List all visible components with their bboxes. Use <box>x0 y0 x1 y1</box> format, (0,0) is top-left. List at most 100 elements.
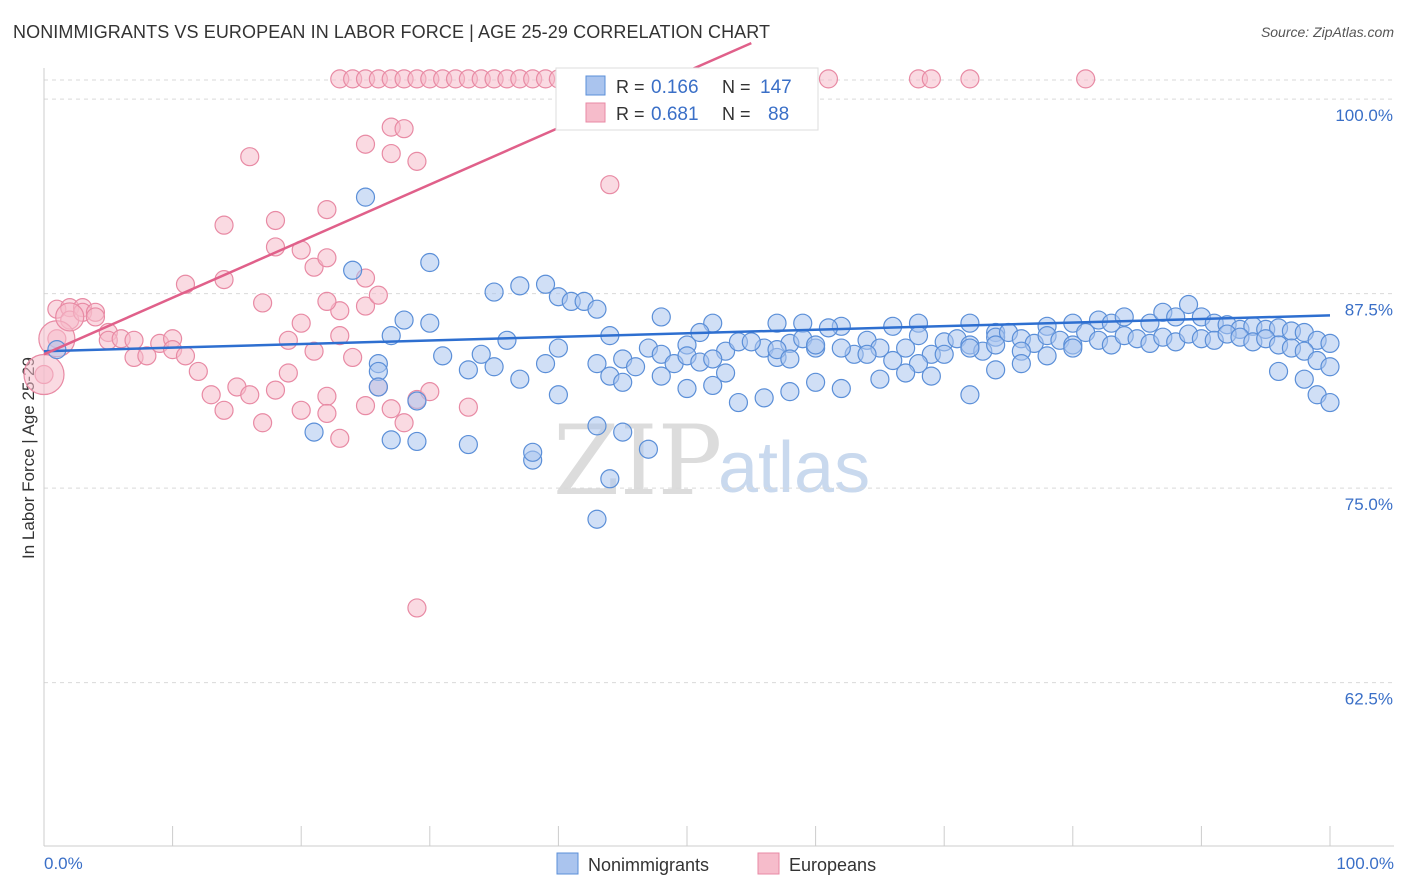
europeans-point <box>253 413 273 433</box>
y-tick-label: 87.5% <box>1345 301 1393 320</box>
y-axis-title: In Labor Force | Age 25-29 <box>19 357 38 559</box>
europeans-point <box>201 385 221 405</box>
nonimmigrants-point <box>535 274 556 294</box>
nonimmigrants-point <box>510 276 530 296</box>
nonimmigrants-point <box>1320 333 1340 354</box>
nonimmigrants-point <box>767 313 787 333</box>
nonimmigrants-point <box>896 363 916 383</box>
nonimmigrants-point <box>805 372 826 392</box>
x-tick-label-min: 0.0% <box>44 854 83 873</box>
europeans-point <box>304 341 324 361</box>
bottom-legend-label-nonimmigrants: Nonimmigrants <box>588 855 709 875</box>
x-ticks <box>172 826 1331 846</box>
nonimmigrants-points <box>47 187 1340 529</box>
nonimmigrants-point <box>458 360 478 380</box>
nonimmigrants-point <box>703 349 723 369</box>
nonimmigrants-point <box>1320 392 1340 413</box>
nonimmigrants-point <box>728 392 749 413</box>
europeans-point <box>317 386 337 406</box>
nonimmigrants-point <box>986 360 1006 380</box>
europeans-point <box>240 385 260 405</box>
nonimmigrants-point <box>484 357 504 377</box>
europeans-point <box>1076 69 1096 89</box>
europeans-point <box>330 326 350 346</box>
nonimmigrants-point <box>1294 369 1314 389</box>
nonimmigrants-point <box>780 349 800 369</box>
europeans-point <box>124 330 144 350</box>
nonimmigrants-point <box>638 439 659 459</box>
europeans-point <box>278 330 298 350</box>
nonimmigrants-point <box>433 346 453 366</box>
nonimmigrants-point <box>548 338 569 358</box>
nonimmigrants-point <box>651 307 671 327</box>
europeans-point <box>394 413 414 433</box>
nonimmigrants-point <box>831 338 851 358</box>
nonimmigrants-point <box>780 382 800 402</box>
nonimmigrants-point <box>420 252 440 273</box>
nonimmigrants-point <box>896 338 916 358</box>
nonimmigrants-point <box>381 430 401 450</box>
europeans-point <box>253 293 273 313</box>
source-label: Source: ZipAtlas.com <box>1260 24 1394 40</box>
europeans-point <box>355 134 376 154</box>
legend-n-value-1: 147 <box>760 77 792 98</box>
legend-n-label-2: N = <box>722 104 751 124</box>
bottom-legend-label-europeans: Europeans <box>789 855 876 875</box>
europeans-point <box>317 291 337 311</box>
nonimmigrants-point <box>484 282 504 302</box>
nonimmigrants-point <box>651 366 671 386</box>
bottom-legend-swatch-nonimmigrants <box>556 852 579 875</box>
nonimmigrants-point <box>715 363 736 383</box>
y-tick-label: 100.0% <box>1335 106 1393 125</box>
nonimmigrants-point <box>343 260 363 280</box>
legend-swatch-nonimmigrants <box>585 75 606 96</box>
nonimmigrants-point <box>908 326 929 346</box>
nonimmigrants-point <box>368 377 388 397</box>
nonimmigrants-point <box>1166 307 1186 327</box>
nonimmigrants-point <box>1063 338 1083 358</box>
nonimmigrants-point <box>613 372 633 392</box>
nonimmigrants-point <box>497 330 517 350</box>
nonimmigrants-point <box>420 313 440 333</box>
nonimmigrants-point <box>600 469 620 489</box>
nonimmigrants-point <box>883 350 903 371</box>
europeans-point <box>330 428 350 448</box>
nonimmigrants-point <box>523 442 543 462</box>
nonimmigrants-point <box>381 326 401 346</box>
x-tick-label-max: 100.0% <box>1336 854 1394 873</box>
nonimmigrants-point <box>870 369 890 389</box>
bottom-legend: Nonimmigrants Europeans <box>556 852 876 875</box>
nonimmigrants-point <box>355 187 376 207</box>
europeans-point <box>818 69 839 89</box>
nonimmigrants-point <box>1011 354 1031 374</box>
bottom-legend-swatch-europeans <box>757 852 780 875</box>
europeans-point <box>368 285 388 305</box>
europeans-point <box>407 151 427 171</box>
europeans-point <box>407 598 427 618</box>
legend-r-value-1: 0.166 <box>651 77 699 98</box>
europeans-point <box>175 346 196 366</box>
nonimmigrants-point <box>458 434 478 455</box>
nonimmigrants-point <box>677 378 697 399</box>
europeans-point <box>265 210 286 231</box>
top-legend: R = 0.166 N = 147 R = 0.681 N = 88 <box>555 67 819 131</box>
nonimmigrants-point <box>754 388 774 408</box>
nonimmigrants-point <box>857 344 877 364</box>
legend-n-value-2: 88 <box>768 104 789 125</box>
nonimmigrants-point <box>1101 335 1121 355</box>
europeans-point <box>317 403 337 424</box>
nonimmigrants-point <box>587 299 607 319</box>
nonimmigrants-point <box>1268 361 1289 382</box>
europeans-point <box>343 347 363 368</box>
nonimmigrants-point <box>1294 341 1314 361</box>
legend-r-label-2: R = <box>616 104 645 124</box>
europeans-point <box>330 301 350 321</box>
europeans-point <box>355 296 376 316</box>
chart-title: NONIMMIGRANTS VS EUROPEAN IN LABOR FORCE… <box>13 22 771 42</box>
nonimmigrants-point <box>1037 346 1057 366</box>
nonimmigrants-point <box>407 391 427 411</box>
nonimmigrants-point <box>741 332 761 352</box>
nonimmigrants-point <box>304 422 324 442</box>
europeans-point <box>291 313 311 333</box>
